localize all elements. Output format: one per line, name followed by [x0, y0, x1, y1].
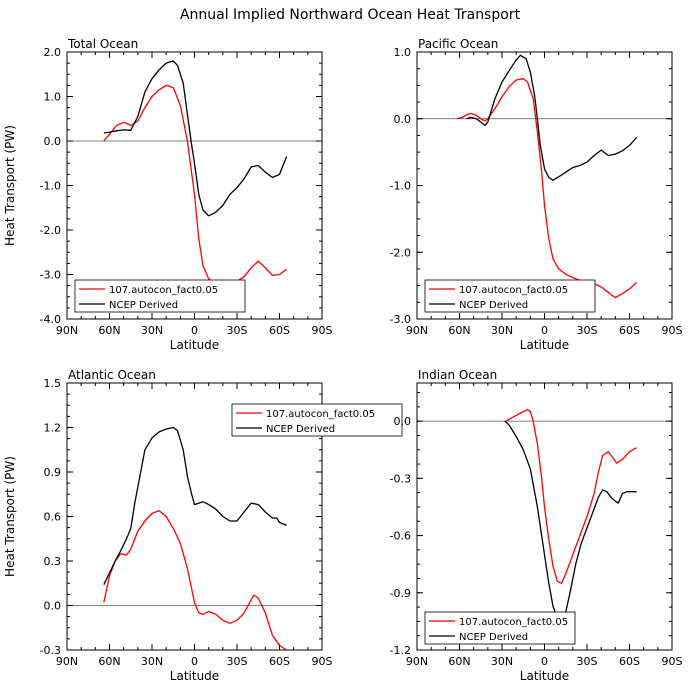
total-ocean-x-tick-label: 30S [227, 324, 248, 337]
pacific-ocean-plot-frame [416, 51, 673, 320]
pacific-ocean-panel: 90N 60N 30N 0 30S 60S 90S -3.0 -2.0 -1.0 0.0 1.0 Pac… [390, 37, 683, 352]
indian-ocean-x-tick-label: 90S [662, 655, 683, 668]
pacific-ocean-title: Pacific Ocean [418, 37, 498, 51]
total-ocean-x-tick-label: 0 [191, 324, 198, 337]
total-ocean-x-tick-label: 90S [312, 324, 333, 337]
atlantic-ocean-title: Atlantic Ocean [68, 368, 156, 382]
indian-ocean-legend-box [424, 611, 576, 645]
indian-ocean-legend-label: 107.autocon_fact0.05 [459, 617, 568, 628]
indian-ocean-y-tick-label: -0.9 [390, 587, 411, 600]
atlantic-ocean-series-107-autocon-fact0-05 [103, 509, 287, 651]
total-ocean-legend: 107.autocon_fact0.05 NCEP Derived [74, 279, 246, 313]
figure-title: Annual Implied Northward Ocean Heat Tran… [180, 7, 521, 23]
total-ocean-plot-frame [66, 51, 323, 320]
indian-ocean-x-tick-label: 30N [491, 655, 513, 668]
total-ocean-y-tick-label: -4.0 [40, 313, 61, 326]
pacific-ocean-y-tick-label: 0.0 [394, 113, 412, 126]
atlantic-ocean-x-tick-label: 60S [269, 655, 290, 668]
indian-ocean-x-tick-label: 0 [541, 655, 548, 668]
panels: 90N 60N 30N 0 30S 60S 90S -4.0 -3.0 -2.0 -1.0 0.0 1.… [3, 37, 683, 683]
total-ocean-x-tick-label: 30N [141, 324, 163, 337]
total-ocean-x-tick-label: 90N [56, 324, 78, 337]
pacific-ocean-legend: 107.autocon_fact0.05 NCEP Derived [424, 279, 596, 313]
indian-ocean-legend: 107.autocon_fact0.05 NCEP Derived [424, 611, 576, 645]
atlantic-ocean-y-tick-label: 1.5 [44, 377, 62, 390]
total-ocean-y-tick-label: 1.0 [44, 91, 62, 104]
atlantic-ocean-y-tick-label: 0.0 [44, 600, 62, 613]
atlantic-ocean-y-tick-label: 0.9 [44, 466, 62, 479]
atlantic-ocean-panel: 90N 60N 30N 0 30S 60S 90S -0.3 0.0 0.3 0.6 0.9 1.2 1.… [3, 368, 403, 683]
atlantic-ocean-legend-box [231, 403, 403, 437]
pacific-ocean-y-tick-label: -2.0 [390, 246, 411, 259]
indian-ocean-x-tick-label: 60N [448, 655, 470, 668]
atlantic-ocean-series-ncep-derived [103, 426, 287, 585]
total-ocean-x-tick-label: 60N [98, 324, 120, 337]
pacific-ocean-x-tick-label: 0 [541, 324, 548, 337]
atlantic-ocean-x-axis-label: Latitude [170, 669, 219, 683]
pacific-ocean-x-tick-label: 30S [577, 324, 598, 337]
pacific-ocean-x-tick-label: 30N [491, 324, 513, 337]
pacific-ocean-legend-box [424, 279, 596, 313]
indian-ocean-plot-frame [416, 382, 673, 651]
total-ocean-y-tick-label: 2.0 [44, 46, 62, 59]
pacific-ocean-x-tick-label: 60N [448, 324, 470, 337]
total-ocean-y-tick-label: -3.0 [40, 269, 61, 282]
pacific-ocean-x-tick-label: 90N [406, 324, 428, 337]
atlantic-ocean-y-tick-label: -0.3 [40, 644, 61, 657]
indian-ocean-series-107-autocon-fact0-05 [505, 409, 637, 584]
indian-ocean-title: Indian Ocean [418, 368, 497, 382]
atlantic-ocean-legend-label: NCEP Derived [266, 424, 335, 435]
total-ocean-panel: 90N 60N 30N 0 30S 60S 90S -4.0 -3.0 -2.0 -1.0 0.0 1.… [3, 37, 333, 352]
atlantic-ocean-x-tick-label: 90S [312, 655, 333, 668]
pacific-ocean-legend-label: NCEP Derived [459, 300, 528, 311]
pacific-ocean-y-tick-label: 1.0 [394, 46, 412, 59]
pacific-ocean-series-ncep-derived [466, 54, 638, 181]
indian-ocean-x-tick-label: 90N [406, 655, 428, 668]
total-ocean-y-tick-label: -2.0 [40, 224, 61, 237]
indian-ocean-y-tick-label: -0.6 [390, 530, 411, 543]
atlantic-ocean-x-tick-label: 30N [141, 655, 163, 668]
atlantic-ocean-x-tick-label: 60N [98, 655, 120, 668]
atlantic-ocean-y-tick-label: 0.6 [44, 511, 62, 524]
indian-ocean-legend-label: NCEP Derived [459, 632, 528, 643]
total-ocean-title: Total Ocean [67, 37, 138, 51]
total-ocean-x-tick-label: 60S [269, 324, 290, 337]
atlantic-ocean-y-tick-label: 1.2 [44, 422, 62, 435]
pacific-ocean-x-axis-label: Latitude [520, 338, 569, 352]
indian-ocean-x-tick-label: 30S [577, 655, 598, 668]
atlantic-ocean-y-tick-label: 0.3 [44, 555, 62, 568]
pacific-ocean-series-107-autocon-fact0-05 [456, 78, 638, 299]
total-ocean-legend-box [74, 279, 246, 313]
pacific-ocean-legend-label: 107.autocon_fact0.05 [459, 285, 568, 296]
total-ocean-legend-label: 107.autocon_fact0.05 [109, 285, 218, 296]
total-ocean-x-axis-label: Latitude [170, 338, 219, 352]
total-ocean-y-axis-label: Heat Transport (PW) [3, 125, 17, 246]
total-ocean-series-ncep-derived [103, 60, 288, 217]
pacific-ocean-y-tick-label: -1.0 [390, 180, 411, 193]
total-ocean-legend-label: NCEP Derived [109, 300, 178, 311]
total-ocean-y-tick-label: -1.0 [40, 180, 61, 193]
indian-ocean-y-tick-label: -0.3 [390, 472, 411, 485]
atlantic-ocean-y-axis-label: Heat Transport (PW) [3, 456, 17, 577]
indian-ocean-y-tick-label: -1.2 [390, 644, 411, 657]
indian-ocean-x-tick-label: 60S [619, 655, 640, 668]
indian-ocean-panel: 90N 60N 30N 0 30S 60S 90S -1.2 -0.9 -0.6 -0.3 0.0 In… [390, 368, 683, 683]
pacific-ocean-x-tick-label: 60S [619, 324, 640, 337]
atlantic-ocean-legend-label: 107.autocon_fact0.05 [266, 409, 375, 420]
indian-ocean-series-ncep-derived [504, 420, 637, 623]
pacific-ocean-x-tick-label: 90S [662, 324, 683, 337]
indian-ocean-x-axis-label: Latitude [520, 669, 569, 683]
atlantic-ocean-x-tick-label: 90N [56, 655, 78, 668]
indian-ocean-y-tick-label: 0.0 [394, 415, 412, 428]
total-ocean-series-107-autocon-fact0-05 [103, 84, 287, 285]
atlantic-ocean-x-tick-label: 0 [191, 655, 198, 668]
atlantic-ocean-x-tick-label: 30S [227, 655, 248, 668]
total-ocean-y-tick-label: 0.0 [44, 135, 62, 148]
pacific-ocean-y-tick-label: -3.0 [390, 313, 411, 326]
atlantic-ocean-legend: 107.autocon_fact0.05 NCEP Derived [231, 403, 403, 437]
